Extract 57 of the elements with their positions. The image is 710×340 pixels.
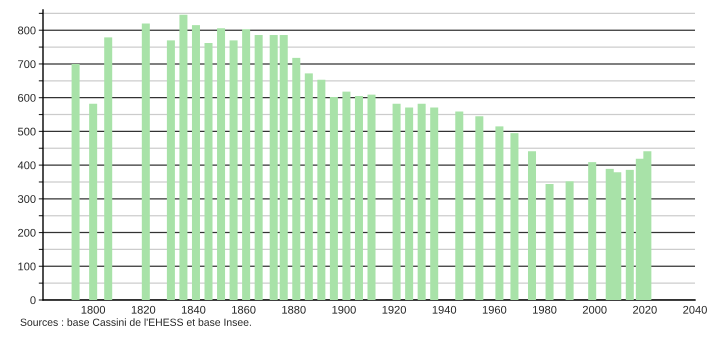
bar bbox=[280, 34, 288, 300]
x-tick-label: 1920 bbox=[382, 306, 406, 314]
y-tick-label: 500 bbox=[18, 128, 36, 136]
bar bbox=[292, 58, 300, 300]
bar bbox=[430, 107, 438, 300]
x-tick-label: 1800 bbox=[82, 306, 106, 314]
y-tick-label: 300 bbox=[18, 195, 36, 203]
bar bbox=[588, 162, 596, 300]
bar bbox=[179, 14, 188, 300]
bar bbox=[104, 37, 112, 300]
bar bbox=[528, 151, 536, 300]
bar bbox=[626, 170, 634, 300]
bar bbox=[566, 181, 574, 300]
bar bbox=[392, 104, 401, 300]
bar bbox=[254, 34, 263, 300]
bar bbox=[89, 104, 98, 300]
bar bbox=[418, 104, 426, 300]
bar bbox=[354, 96, 363, 300]
bar bbox=[367, 94, 376, 300]
x-tick-label: 2000 bbox=[582, 306, 607, 314]
y-tick-label: 0 bbox=[30, 296, 36, 304]
x-tick-label: 1860 bbox=[232, 306, 256, 314]
bar bbox=[304, 73, 313, 300]
y-tick-label: 400 bbox=[18, 161, 36, 170]
bar bbox=[546, 184, 554, 300]
x-tick-label: 1840 bbox=[182, 306, 206, 314]
bar bbox=[317, 80, 326, 300]
bar bbox=[142, 23, 150, 300]
bar bbox=[270, 34, 278, 300]
x-tick-label: 1900 bbox=[332, 306, 356, 314]
x-tick-label: 1880 bbox=[282, 306, 306, 314]
bar bbox=[166, 40, 175, 300]
bar bbox=[72, 64, 80, 300]
x-tick-label: 1820 bbox=[132, 306, 156, 314]
bar bbox=[192, 25, 200, 300]
bar bbox=[342, 92, 350, 300]
y-tick-label: 800 bbox=[18, 26, 36, 34]
bar bbox=[242, 29, 250, 300]
x-tick-label: 1940 bbox=[432, 306, 456, 314]
x-tick-label: 1960 bbox=[482, 306, 506, 314]
bar bbox=[204, 43, 213, 300]
x-tick-label: 1980 bbox=[533, 306, 556, 314]
y-tick-label: 700 bbox=[18, 60, 36, 68]
source-note: Sources : base Cassini de l'EHESS et base Insee. bbox=[20, 318, 251, 326]
bar bbox=[330, 97, 338, 300]
y-tick-label: 600 bbox=[18, 94, 36, 102]
bar bbox=[217, 28, 226, 300]
bar bbox=[230, 40, 238, 300]
bar bbox=[495, 126, 504, 300]
bar bbox=[405, 107, 414, 300]
y-tick-label: 200 bbox=[18, 228, 36, 237]
bar bbox=[475, 116, 484, 300]
bar bbox=[510, 133, 518, 300]
x-tick-label: 2020 bbox=[633, 306, 657, 314]
y-tick-label: 100 bbox=[18, 262, 36, 270]
x-tick-label: 2040 bbox=[683, 306, 707, 314]
bar bbox=[455, 112, 464, 300]
